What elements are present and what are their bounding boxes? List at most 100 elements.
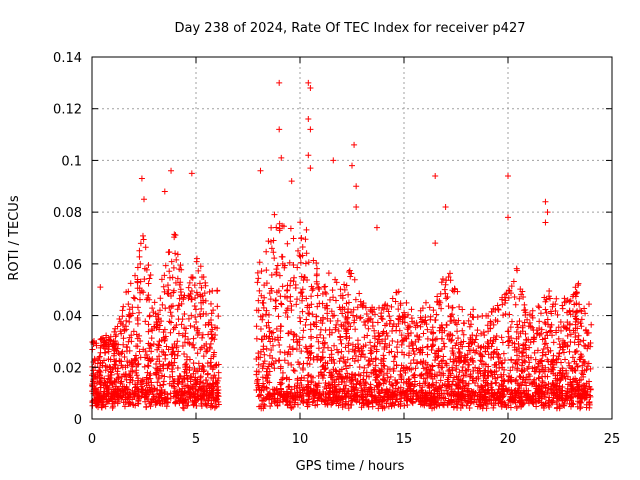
data-point (342, 319, 349, 326)
data-point (449, 378, 456, 385)
data-point (194, 325, 201, 332)
data-point (572, 367, 579, 374)
data-point (146, 275, 153, 282)
data-point (466, 397, 473, 404)
data-point (518, 350, 525, 357)
data-point (349, 162, 355, 169)
data-point (505, 328, 512, 335)
data-point (377, 313, 384, 320)
data-point (574, 384, 581, 391)
data-point (490, 349, 497, 356)
data-point (274, 401, 281, 408)
data-point (576, 301, 583, 308)
data-point (521, 345, 528, 352)
data-point (121, 353, 128, 360)
data-point (157, 400, 164, 407)
data-point (353, 313, 360, 320)
data-point (283, 307, 290, 314)
data-point (181, 339, 188, 346)
data-point (280, 392, 287, 399)
data-point (484, 322, 491, 329)
data-point (429, 324, 436, 331)
data-point (283, 388, 290, 395)
data-point (534, 347, 541, 354)
y-tick-label: 0.06 (53, 258, 82, 273)
data-point (391, 353, 398, 360)
data-point (516, 295, 523, 302)
data-point (313, 271, 320, 278)
data-point (99, 359, 106, 366)
data-point (405, 332, 412, 339)
data-point (96, 353, 103, 360)
data-point (149, 305, 156, 312)
data-point (482, 379, 489, 386)
data-point (183, 361, 190, 368)
data-point (478, 352, 485, 359)
data-point (338, 321, 345, 328)
data-point (375, 396, 382, 403)
data-point (112, 325, 119, 332)
data-point (183, 356, 190, 363)
data-point (191, 303, 198, 310)
data-point (165, 399, 172, 405)
data-point (439, 382, 446, 389)
data-point (148, 399, 155, 406)
data-point (175, 376, 182, 383)
data-point (98, 375, 105, 382)
data-point (441, 343, 448, 350)
data-point (434, 293, 441, 300)
data-point (419, 384, 426, 391)
data-point (461, 320, 468, 327)
data-point (305, 259, 312, 266)
data-point (366, 373, 373, 380)
data-point (349, 355, 356, 362)
data-point (479, 397, 486, 404)
data-point (450, 358, 457, 365)
data-point (299, 293, 306, 300)
data-point (330, 157, 337, 164)
data-point (125, 301, 132, 308)
data-point (567, 311, 574, 318)
data-point (353, 183, 360, 190)
data-point (104, 378, 111, 385)
data-point (386, 320, 393, 327)
data-point (304, 399, 311, 406)
data-point (577, 405, 584, 412)
data-point (374, 339, 381, 346)
data-point (404, 402, 411, 409)
data-point (520, 387, 527, 394)
data-point (547, 347, 554, 354)
data-point (111, 328, 118, 335)
data-point (433, 379, 440, 386)
data-point (174, 251, 181, 258)
data-point (448, 317, 455, 324)
data-point (371, 366, 378, 373)
data-point (191, 365, 198, 372)
data-point (304, 377, 311, 384)
data-point (505, 342, 512, 349)
data-point (432, 357, 439, 364)
data-point (272, 297, 279, 304)
data-point (355, 371, 362, 378)
data-point (380, 371, 387, 378)
data-point (506, 311, 513, 318)
data-point (569, 354, 576, 361)
data-point (277, 349, 284, 356)
data-point (488, 308, 495, 315)
data-point (567, 339, 574, 346)
data-point (200, 368, 207, 375)
data-point (271, 255, 278, 262)
x-tick-label: 10 (292, 432, 309, 447)
data-point (529, 307, 536, 314)
data-point (312, 381, 319, 388)
data-point (272, 387, 279, 394)
data-point (104, 364, 111, 371)
data-point (190, 360, 197, 367)
data-point (413, 396, 420, 403)
data-point (498, 334, 505, 341)
data-point (132, 384, 139, 391)
y-tick-label: 0 (74, 413, 82, 428)
data-point (183, 372, 190, 379)
data-point (276, 341, 283, 348)
data-point (109, 366, 116, 373)
